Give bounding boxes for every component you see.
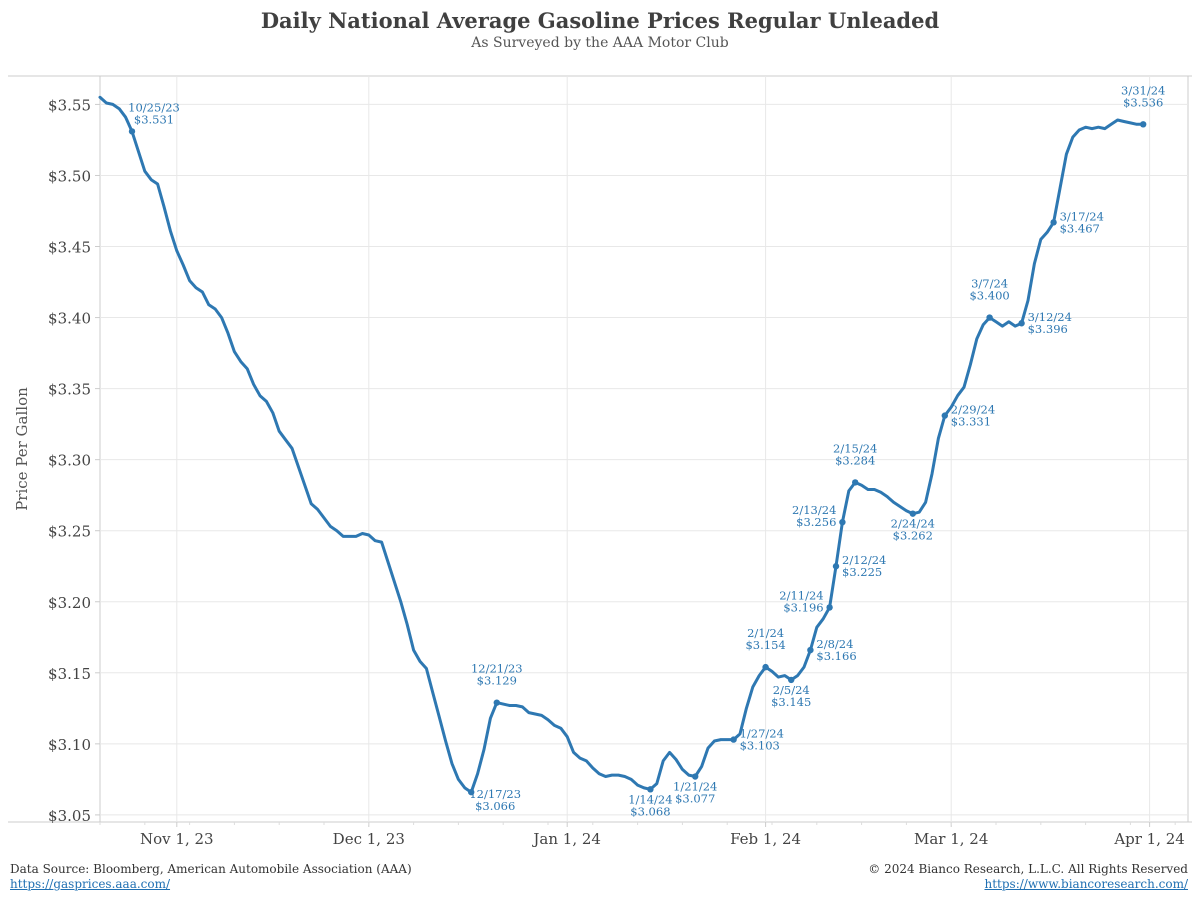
annotation-date: 2/29/24 bbox=[951, 403, 995, 417]
x-tick-label: Mar 1, 24 bbox=[914, 830, 988, 848]
x-tick-label: Dec 1, 23 bbox=[333, 830, 405, 848]
annotation-date: 2/11/24 bbox=[779, 588, 823, 602]
annotation-date: 2/13/24 bbox=[792, 503, 836, 517]
plot-frame bbox=[99, 75, 1189, 823]
annotation-value: $3.396 bbox=[1028, 322, 1068, 336]
y-tick-label: $3.15 bbox=[48, 665, 91, 683]
data-point-marker bbox=[807, 646, 814, 654]
annotation-value: $3.331 bbox=[951, 415, 991, 429]
annotation-value: $3.400 bbox=[969, 289, 1009, 303]
data-point-marker bbox=[909, 510, 916, 517]
annotation-value: $3.154 bbox=[745, 638, 785, 652]
data-point-marker bbox=[1050, 219, 1057, 226]
data-point-marker bbox=[468, 788, 475, 796]
annotation-date: 12/17/23 bbox=[469, 787, 521, 801]
data-point-marker bbox=[1018, 320, 1025, 327]
data-point-marker bbox=[762, 663, 769, 671]
footer-copyright: © 2024 Bianco Research, L.L.C. All Right… bbox=[868, 862, 1188, 892]
data-point-marker bbox=[832, 563, 840, 570]
y-tick-label: $3.20 bbox=[48, 594, 91, 612]
annotation-value: $3.103 bbox=[740, 739, 780, 753]
annotation-value: $3.467 bbox=[1060, 221, 1100, 235]
annotation-value: $3.145 bbox=[771, 695, 811, 709]
data-point-marker bbox=[986, 314, 993, 321]
annotation-date: 2/15/24 bbox=[833, 441, 877, 455]
y-axis-title: Price Per Gallon bbox=[13, 387, 31, 511]
x-tick-label: Feb 1, 24 bbox=[730, 830, 801, 848]
price-line bbox=[98, 95, 1145, 794]
y-tick-label: $3.40 bbox=[48, 310, 91, 328]
data-point-marker bbox=[647, 786, 654, 793]
annotation-value: $3.068 bbox=[630, 804, 670, 818]
site-link[interactable]: https://www.biancoresearch.com/ bbox=[984, 877, 1188, 891]
chart-subtitle: As Surveyed by the AAA Motor Club bbox=[471, 35, 729, 51]
annotation-date: 1/14/24 bbox=[628, 792, 672, 806]
y-tick-label: $3.55 bbox=[48, 96, 91, 114]
data-point-marker bbox=[1140, 121, 1147, 128]
annotation-value: $3.531 bbox=[134, 112, 174, 126]
annotation-value: $3.262 bbox=[893, 529, 933, 543]
data-point-marker bbox=[128, 128, 136, 135]
y-tick-label: $3.25 bbox=[48, 523, 91, 541]
x-tick-label: Apr 1, 24 bbox=[1113, 830, 1185, 848]
annotation-value: $3.077 bbox=[675, 792, 715, 806]
annotation-value: $3.536 bbox=[1123, 95, 1163, 109]
y-tick-label: $3.30 bbox=[48, 452, 91, 470]
annotation-date: 1/27/24 bbox=[740, 727, 784, 741]
annotation-date: 3/12/24 bbox=[1028, 310, 1072, 324]
annotation-value: $3.066 bbox=[475, 799, 515, 813]
annotation-date: 10/25/23 bbox=[128, 100, 180, 114]
annotation-value: $3.284 bbox=[835, 453, 875, 467]
annotation-value: $3.129 bbox=[477, 674, 517, 688]
annotation-date: 12/21/23 bbox=[471, 662, 523, 676]
data-point-marker bbox=[852, 479, 859, 486]
annotation-date: 3/7/24 bbox=[971, 277, 1008, 291]
annotation-value: $3.196 bbox=[783, 600, 823, 614]
annotation-date: 3/31/24 bbox=[1121, 83, 1165, 97]
x-tick-label: Jan 1, 24 bbox=[531, 830, 601, 848]
y-tick-label: $3.35 bbox=[48, 381, 91, 399]
source-link[interactable]: https://gasprices.aaa.com/ bbox=[10, 877, 171, 891]
annotation-value: $3.256 bbox=[796, 515, 836, 529]
data-point-marker bbox=[826, 604, 833, 611]
y-tick-label: $3.45 bbox=[48, 239, 91, 257]
data-point-marker bbox=[941, 412, 948, 419]
annotation-date: 2/12/24 bbox=[842, 553, 886, 567]
data-point-marker bbox=[730, 736, 737, 743]
annotation-date: 2/5/24 bbox=[773, 683, 810, 697]
y-tick-label: $3.05 bbox=[48, 807, 91, 825]
data-point-marker bbox=[788, 676, 795, 684]
source-text: Data Source: Bloomberg, American Automob… bbox=[10, 862, 412, 876]
chart-title: Daily National Average Gasoline Prices R… bbox=[260, 8, 940, 33]
annotation-date: 2/1/24 bbox=[747, 626, 784, 640]
data-point-marker bbox=[493, 699, 500, 706]
y-tick-label: $3.50 bbox=[48, 167, 91, 185]
y-tick-label: $3.10 bbox=[48, 736, 91, 754]
annotation-date: 2/8/24 bbox=[816, 637, 853, 651]
copyright-text: © 2024 Bianco Research, L.L.C. All Right… bbox=[868, 862, 1188, 876]
annotation-date: 2/24/24 bbox=[891, 517, 935, 531]
x-tick-label: Nov 1, 23 bbox=[140, 830, 214, 848]
annotation-date: 1/21/24 bbox=[673, 780, 717, 794]
data-point-marker bbox=[692, 773, 699, 780]
annotation-date: 3/17/24 bbox=[1060, 209, 1104, 223]
annotation-value: $3.225 bbox=[842, 565, 882, 579]
data-point-marker bbox=[839, 518, 846, 526]
footer-source: Data Source: Bloomberg, American Automob… bbox=[10, 862, 412, 892]
annotation-value: $3.166 bbox=[816, 649, 856, 663]
